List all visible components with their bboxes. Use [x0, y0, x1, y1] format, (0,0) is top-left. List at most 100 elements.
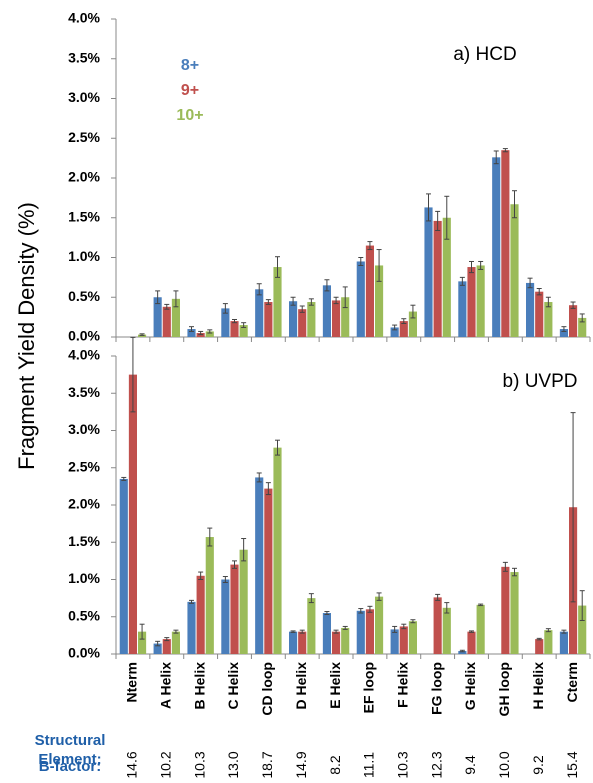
error-bar — [164, 303, 170, 310]
error-bar — [527, 277, 533, 289]
bar — [128, 374, 137, 654]
y-tick-label: 2.0% — [68, 496, 100, 512]
bar — [153, 297, 162, 337]
error-bar — [342, 625, 348, 630]
bar — [341, 627, 350, 654]
annotation: b) UVPD — [503, 371, 578, 392]
error-bar — [155, 640, 161, 647]
y-tick-label: 2.0% — [68, 169, 100, 185]
row-label: Element: — [38, 751, 101, 768]
error-bar — [545, 296, 551, 308]
error-bar — [274, 256, 280, 278]
row-label: B-factor: — [39, 758, 102, 775]
bar — [239, 549, 248, 654]
bar — [544, 302, 553, 337]
error-bar — [324, 279, 330, 292]
y-tick-label: 1.5% — [68, 208, 100, 224]
bar — [501, 566, 510, 654]
error-bar — [198, 571, 204, 580]
b-factor: 15.4 — [564, 751, 580, 778]
bar — [510, 572, 519, 654]
error-bar — [164, 637, 170, 642]
bar — [467, 631, 476, 654]
bar — [476, 604, 485, 654]
error-bar — [570, 412, 576, 603]
error-bar — [401, 623, 407, 630]
x-tick-label: G Helix — [462, 662, 478, 710]
bar — [476, 265, 485, 337]
bar — [578, 317, 587, 337]
bar — [442, 607, 451, 654]
y-tick-label: 3.5% — [68, 384, 100, 400]
bar — [153, 643, 162, 654]
error-bar — [459, 276, 465, 286]
bar — [187, 601, 196, 654]
error-bar — [502, 148, 508, 153]
error-bar — [367, 241, 373, 251]
bar — [332, 631, 341, 654]
x-tick-label: Nterm — [124, 662, 140, 702]
x-tick-label: E Helix — [327, 662, 343, 709]
y-tick-label: 1.0% — [68, 248, 100, 264]
error-bar — [333, 296, 339, 305]
bar — [205, 537, 214, 654]
bar — [205, 331, 214, 337]
bar — [332, 300, 341, 337]
x-tick-label: D Helix — [293, 662, 309, 710]
bar — [264, 488, 273, 654]
error-bar — [308, 593, 314, 604]
bar — [510, 204, 519, 337]
error-bar — [579, 590, 585, 621]
error-bar — [410, 304, 416, 319]
error-bar — [459, 649, 465, 653]
bar — [356, 610, 365, 654]
error-bar — [256, 283, 262, 296]
error-bar — [469, 630, 474, 633]
b-factor: 10.0 — [496, 751, 512, 778]
error-bar — [299, 305, 305, 313]
bar — [119, 478, 128, 654]
bar — [433, 220, 442, 337]
bar — [467, 267, 476, 337]
bar — [171, 631, 180, 654]
b-factor: 10.3 — [394, 751, 410, 778]
bar — [230, 564, 239, 654]
error-bar — [469, 260, 474, 274]
y-tick-label: 4.0% — [68, 347, 100, 363]
bar — [322, 285, 332, 337]
x-tick-label: C Helix — [225, 662, 241, 710]
error-bar — [189, 599, 195, 604]
error-bar — [561, 629, 567, 634]
error-bar — [121, 476, 127, 481]
error-bar — [376, 249, 382, 282]
error-bar — [222, 576, 228, 583]
error-bar — [435, 593, 441, 601]
error-bar — [401, 318, 407, 324]
error-bar — [290, 630, 296, 633]
y-tick-label: 2.5% — [68, 458, 100, 474]
error-bar — [392, 324, 398, 331]
b-factor: 13.0 — [225, 751, 241, 778]
error-bar — [561, 326, 567, 332]
error-bar — [241, 322, 247, 328]
bar — [535, 639, 544, 654]
b-factor: 10.3 — [191, 751, 207, 778]
b-factor: 8.2 — [327, 755, 343, 775]
error-bar — [444, 602, 450, 614]
error-bar — [511, 190, 517, 219]
error-bar — [207, 329, 213, 334]
bar — [162, 639, 171, 654]
bar — [298, 309, 307, 337]
b-factor: 14.9 — [293, 751, 309, 778]
bar — [578, 605, 587, 654]
bar — [289, 631, 298, 654]
error-bar — [358, 257, 364, 266]
x-tick-label: GH loop — [496, 662, 512, 716]
bar — [264, 302, 273, 337]
error-bar — [155, 290, 161, 305]
y-tick-label: 3.0% — [68, 421, 100, 437]
error-bar — [570, 301, 576, 309]
error-bar — [444, 195, 450, 240]
x-tick-label: CD loop — [259, 662, 275, 716]
